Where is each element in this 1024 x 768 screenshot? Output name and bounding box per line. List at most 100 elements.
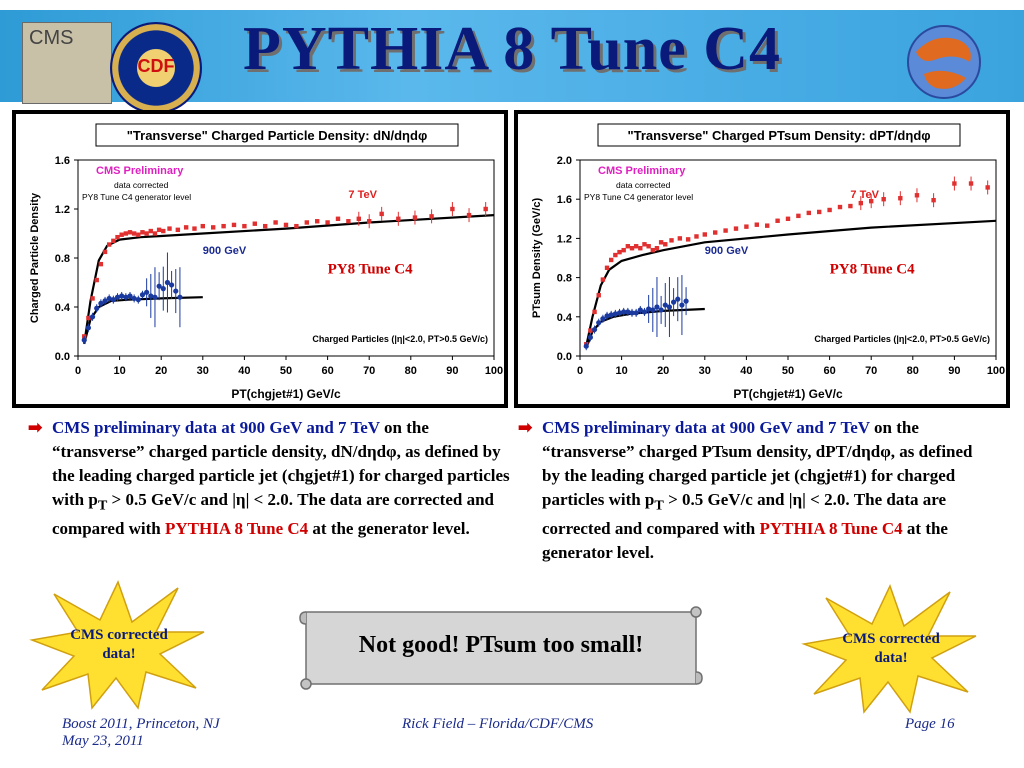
bullet-highlight: PYTHIA 8 Tune C4 xyxy=(165,519,309,539)
cdf-logo-text: CDF xyxy=(137,56,175,76)
data-point-7tev xyxy=(107,242,112,247)
data-point-7tev xyxy=(914,193,920,198)
bullet-lead: CMS preliminary data at 900 GeV and 7 Te… xyxy=(542,418,870,437)
data-point-7tev xyxy=(785,216,791,221)
data-point-900gev xyxy=(629,310,635,316)
footer-event: Boost 2011, Princeton, NJ xyxy=(62,716,220,732)
x-tick-label: 70 xyxy=(865,365,877,377)
footer-date: May 23, 2011 xyxy=(62,733,144,749)
data-point-7tev xyxy=(94,277,99,283)
x-tick-label: 30 xyxy=(699,365,711,377)
x-tick-label: 90 xyxy=(948,365,960,377)
y-tick-label: 1.6 xyxy=(557,194,572,206)
x-tick-label: 60 xyxy=(823,365,835,377)
y-tick-label: 0.0 xyxy=(557,351,572,363)
chart-title: "Transverse" Charged Particle Density: d… xyxy=(127,128,428,143)
scroll-text: Not good! PTsum too small! xyxy=(358,632,644,658)
data-point-900gev xyxy=(94,305,100,311)
footer-left: Boost 2011, Princeton, NJ May 23, 2011 xyxy=(62,716,220,750)
data-point-900gev xyxy=(131,295,137,302)
data-point-7tev xyxy=(702,232,707,237)
data-point-7tev xyxy=(869,198,874,204)
data-point-7tev xyxy=(119,232,124,237)
annotation-tune: PY8 Tune C4 xyxy=(830,262,916,278)
data-point-7tev xyxy=(858,200,863,206)
data-point-900gev xyxy=(85,325,91,331)
data-point-7tev xyxy=(633,244,639,249)
x-tick-label: 10 xyxy=(615,365,627,377)
data-point-7tev xyxy=(848,203,853,209)
x-tick-label: 50 xyxy=(280,365,292,377)
scroll-banner-icon xyxy=(299,606,703,690)
annotation-tune: PY8 Tune C4 xyxy=(328,262,414,278)
y-axis-label: PTsum Density (GeV/c) xyxy=(531,198,543,319)
data-point-900gev xyxy=(596,320,602,326)
slide-title: PYTHIA 8 Tune C4 xyxy=(242,15,781,83)
data-point-900gev xyxy=(148,293,154,299)
data-point-7tev xyxy=(175,227,181,233)
data-point-900gev xyxy=(144,289,150,295)
data-point-7tev xyxy=(806,210,811,216)
data-point-900gev xyxy=(139,292,146,298)
data-point-7tev xyxy=(167,226,172,231)
x-tick-label: 0 xyxy=(75,365,81,377)
data-point-900gev xyxy=(600,316,606,322)
data-point-7tev xyxy=(346,219,351,224)
data-point-900gev xyxy=(650,307,656,313)
data-point-900gev xyxy=(98,300,104,306)
bullet-tail: at the generator level. xyxy=(542,519,948,563)
data-point-7tev xyxy=(646,244,651,249)
x-tick-label: 10 xyxy=(113,365,125,377)
data-point-7tev xyxy=(898,196,903,201)
data-point-7tev xyxy=(723,228,728,233)
x-axis-label: PT(chgjet#1) GeV/c xyxy=(733,387,843,401)
bullet-body2: > 0.5 GeV/c and |η| < 2.0. The data are … xyxy=(52,490,494,539)
x-tick-label: 40 xyxy=(740,365,752,377)
x-tick-label: 80 xyxy=(907,365,919,377)
annotation-preliminary: CMS Preliminary xyxy=(96,165,184,177)
data-point-900gev xyxy=(135,297,141,303)
data-point-900gev xyxy=(612,311,618,317)
data-point-7tev xyxy=(765,223,770,228)
data-point-7tev xyxy=(136,232,141,237)
y-tick-label: 1.2 xyxy=(55,204,70,216)
data-point-7tev xyxy=(144,231,149,236)
annotation-generator: PY8 Tune C4 generator level xyxy=(82,192,191,202)
data-point-7tev xyxy=(242,223,247,229)
data-point-7tev xyxy=(367,219,372,224)
data-point-7tev xyxy=(335,216,341,221)
data-point-900gev xyxy=(633,310,639,316)
y-tick-label: 1.2 xyxy=(557,233,572,245)
x-tick-label: 50 xyxy=(782,365,794,377)
data-point-900gev xyxy=(164,279,171,286)
data-point-7tev xyxy=(466,212,472,218)
data-point-7tev xyxy=(609,257,614,263)
data-point-900gev xyxy=(119,293,125,299)
arrow-right-icon: ➡ xyxy=(518,418,533,437)
data-point-900gev xyxy=(152,294,158,300)
data-point-7tev xyxy=(211,225,216,230)
y-tick-label: 0.8 xyxy=(557,273,572,285)
chart-ptsum: "Transverse" Charged PTsum Density: dPT/… xyxy=(531,123,1005,401)
data-point-7tev xyxy=(685,237,691,242)
bullet-left: ➡ CMS preliminary data at 900 GeV and 7 … xyxy=(28,416,512,541)
data-point-900gev xyxy=(169,282,175,288)
data-point-7tev xyxy=(294,223,299,229)
annotation-corrected: data corrected xyxy=(114,180,169,190)
data-point-7tev xyxy=(200,223,205,229)
x-tick-label: 100 xyxy=(485,365,503,377)
data-point-900gev xyxy=(637,307,643,313)
data-point-900gev xyxy=(583,343,589,349)
annotation-generator: PY8 Tune C4 generator level xyxy=(584,192,693,202)
data-point-7tev xyxy=(429,214,434,219)
data-point-7tev xyxy=(968,181,974,186)
data-point-900gev xyxy=(156,283,162,289)
data-point-7tev xyxy=(183,225,189,230)
data-point-7tev xyxy=(588,328,593,333)
footer-author: Rick Field – Florida/CDF/CMS xyxy=(402,716,594,732)
chart-title-box xyxy=(597,123,961,147)
data-point-900gev xyxy=(666,304,673,310)
annotation-cuts: Charged Particles (|η|<2.0, PT>0.5 GeV/c… xyxy=(312,334,488,344)
bullet-tail: at the generator level. xyxy=(308,519,470,539)
data-point-900gev xyxy=(658,307,664,313)
